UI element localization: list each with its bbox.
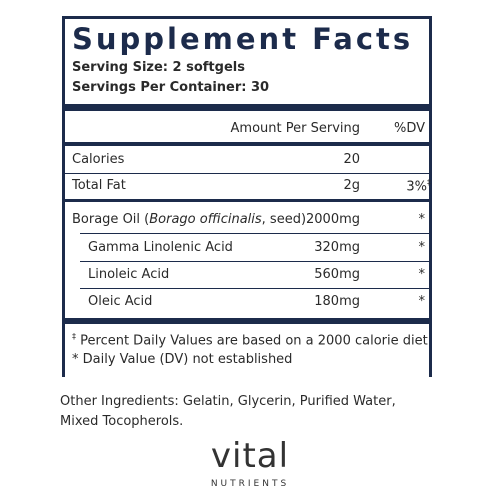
row-amount: 180mg: [314, 294, 360, 309]
servings-per-container: Servings Per Container: 30: [72, 80, 270, 95]
row-dv: *: [419, 267, 426, 282]
thick-rule: [65, 318, 429, 324]
rule: [80, 261, 429, 262]
logo-name: vital: [210, 436, 290, 476]
row-dv: *: [419, 240, 426, 255]
dv-value: *: [418, 267, 426, 282]
name-part: Borage Oil (: [72, 212, 150, 227]
dv-value: 3%: [406, 179, 427, 195]
column-header: %DV: [393, 121, 425, 136]
row-dv: *: [419, 212, 426, 227]
row-name: Calories: [72, 152, 125, 167]
row-dv: *: [419, 294, 426, 309]
footnote: * Daily Value (DV) not established: [72, 352, 293, 367]
rule: [65, 173, 429, 174]
name-part: , seed): [261, 212, 307, 227]
rule: [80, 233, 429, 234]
thick-rule: [65, 104, 429, 111]
rule: [80, 288, 429, 289]
logo-tagline: NUTRIENTS: [210, 479, 290, 489]
serving-size: Serving Size: 2 softgels: [72, 60, 245, 75]
rule: [65, 199, 429, 202]
column-header: Amount Per Serving: [230, 121, 360, 136]
rule: [65, 142, 429, 146]
row-amount: 2g: [343, 178, 360, 193]
dv-value: *: [418, 294, 426, 309]
label-box: [62, 16, 432, 377]
row-amount: 320mg: [314, 240, 360, 255]
row-amount: 20: [343, 152, 360, 167]
title: Supplement Facts: [72, 22, 414, 56]
footnote-symbol: ‡: [72, 332, 76, 341]
row-name: Borage Oil (Borago officinalis, seed): [72, 212, 306, 227]
footnote: ‡ Percent Daily Values are based on a 20…: [72, 332, 428, 348]
footnote-text: Percent Daily Values are based on a 2000…: [76, 333, 428, 349]
row-amount: 560mg: [314, 267, 360, 282]
row-name: Linoleic Acid: [88, 267, 170, 282]
name-part: Borago officinalis: [149, 212, 262, 227]
row-amount: 2000mg: [306, 212, 360, 227]
other-ingredients: Other Ingredients: Gelatin, Glycerin, Pu…: [60, 394, 396, 429]
row-name: Oleic Acid: [88, 294, 153, 309]
row-name: Total Fat: [72, 178, 126, 193]
dv-value: *: [418, 212, 426, 227]
dv-value: *: [418, 240, 426, 255]
dv-mark: ‡: [427, 178, 431, 187]
row-name: Gamma Linolenic Acid: [88, 240, 233, 255]
row-dv: 3%‡: [406, 178, 431, 194]
